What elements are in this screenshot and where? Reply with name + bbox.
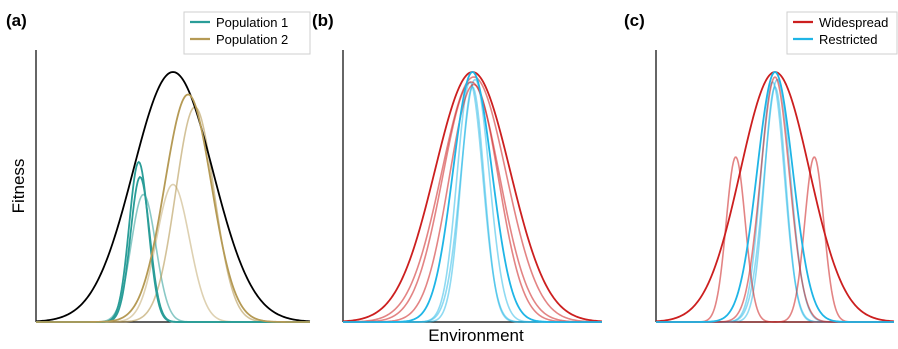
legend-label: Population 1 (216, 15, 288, 30)
series-curve (656, 76, 894, 323)
series-curve (655, 71, 895, 323)
series-curve (656, 78, 894, 323)
panels: (a) Population 1 Population 2 (b) (c) Widespr… (6, 11, 898, 323)
legend: Widespread Restricted (786, 11, 898, 55)
series-curve (36, 93, 310, 323)
series-curve (342, 76, 603, 323)
panel-label: (b) (312, 11, 334, 30)
legend-box (786, 11, 898, 55)
legend-label: Population 2 (216, 32, 288, 47)
series-curve (343, 78, 602, 323)
series-curve (656, 71, 894, 323)
legend-box (183, 11, 311, 55)
series-curve (656, 156, 894, 323)
series-curve (36, 160, 310, 323)
panel-3: (c) Widespread Restricted (624, 11, 898, 323)
series-curve (343, 81, 602, 323)
panel-1: (a) Population 1 Population 2 (6, 11, 311, 323)
series-curve (35, 71, 311, 323)
series-curve (656, 156, 894, 323)
series-curve (656, 85, 894, 323)
panel-2: (b) (312, 11, 603, 323)
x-axis-title: Environment (428, 326, 524, 345)
series-curve (343, 81, 602, 323)
series-curve (343, 85, 602, 323)
series-curve (36, 175, 310, 323)
panel-label: (a) (6, 11, 27, 30)
panel-label: (c) (624, 11, 645, 30)
y-axis-title: Fitness (9, 159, 28, 214)
series-curve (343, 71, 602, 323)
series-curve (343, 83, 602, 323)
legend-label: Widespread (819, 15, 888, 30)
series-curve (342, 71, 603, 323)
legend-label: Restricted (819, 32, 878, 47)
legend: Population 1 Population 2 (183, 11, 311, 55)
series-curve (656, 81, 894, 323)
